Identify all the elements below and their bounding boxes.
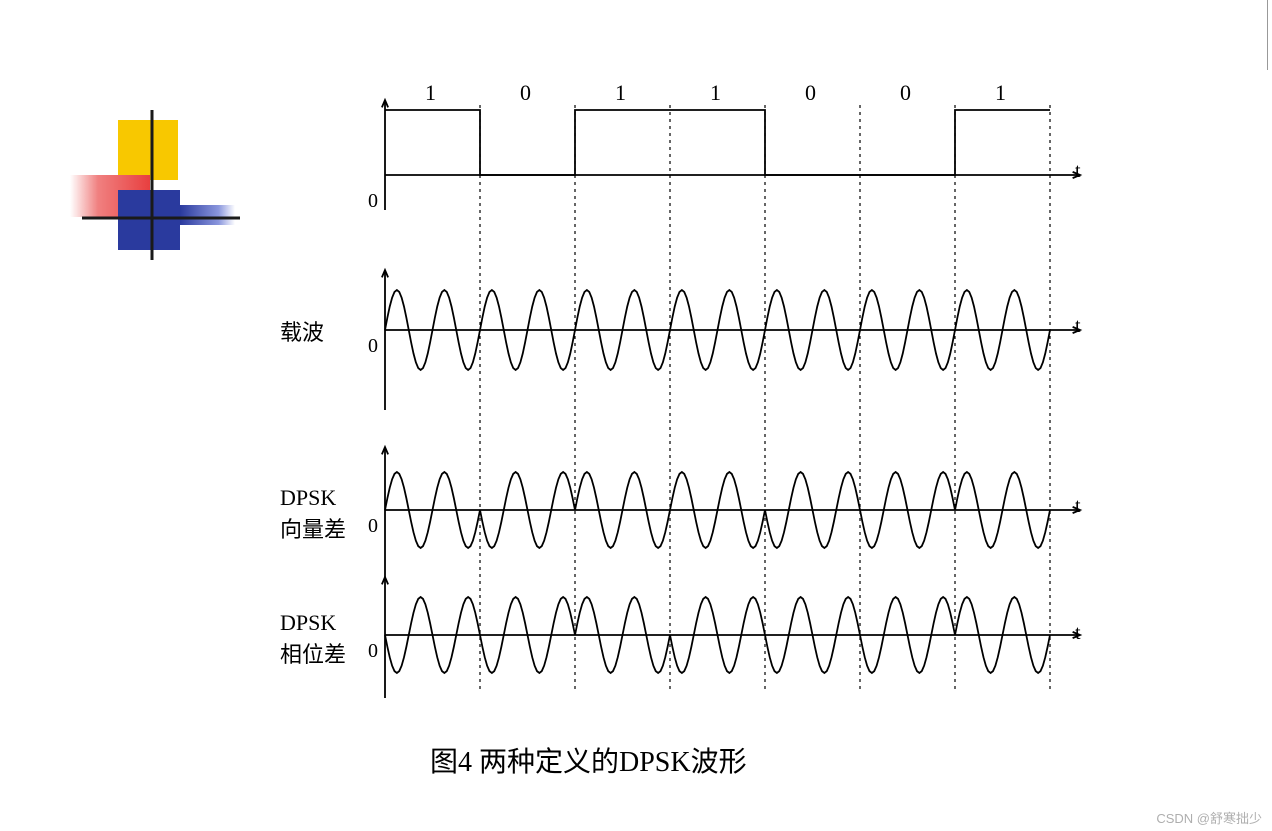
- dpsk1-t-label: t: [1075, 495, 1081, 518]
- bit-6: 1: [995, 80, 1006, 106]
- bit-1: 0: [520, 80, 531, 106]
- dpsk1-label-1: DPSK: [280, 485, 336, 511]
- dpsk1-origin-zero: 0: [368, 515, 378, 538]
- dpsk2-label-2: 相位差: [280, 637, 346, 669]
- dpsk2-label-1: DPSK: [280, 610, 336, 636]
- carrier-label: 载波: [280, 315, 324, 347]
- digital-t-label: t: [1075, 160, 1081, 183]
- bit-0: 1: [425, 80, 436, 106]
- watermark: CSDN @舒寒拙少: [1156, 808, 1262, 827]
- carrier-t-label: t: [1075, 315, 1081, 338]
- bit-4: 0: [805, 80, 816, 106]
- bit-3: 1: [710, 80, 721, 106]
- bit-2: 1: [615, 80, 626, 106]
- figure-caption: 图4 两种定义的DPSK波形: [430, 740, 747, 780]
- slide-logo: [70, 110, 250, 270]
- page-border-right: [1267, 0, 1268, 70]
- dpsk2-origin-zero: 0: [368, 640, 378, 663]
- waveform-diagram: 1 0 1 1 0 0 1 0 0 0 0 t t t t 载波 DPSK 向量…: [280, 80, 1100, 700]
- bit-5: 0: [900, 80, 911, 106]
- waveform-svg: [280, 80, 1100, 700]
- carrier-origin-zero: 0: [368, 335, 378, 358]
- digital-origin-zero: 0: [368, 190, 378, 213]
- dpsk2-t-label: t: [1075, 622, 1081, 645]
- dpsk1-label-2: 向量差: [280, 512, 346, 544]
